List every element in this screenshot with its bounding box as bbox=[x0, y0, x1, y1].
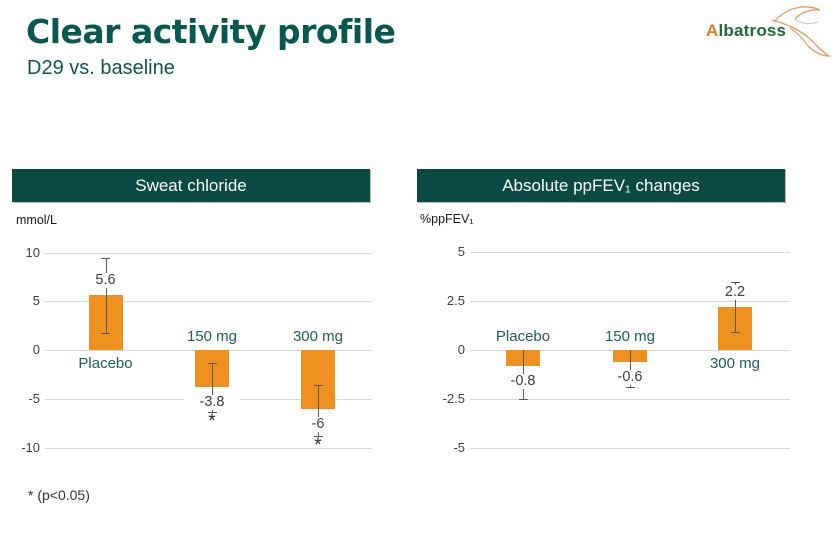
significance-asterisk: * bbox=[314, 434, 322, 456]
y-tick-label: -5 bbox=[453, 440, 465, 455]
error-bar-cap-bottom bbox=[518, 399, 528, 400]
y-tick-label: 5 bbox=[457, 244, 465, 259]
error-bar-cap-top bbox=[730, 282, 740, 284]
error-bar-cap-top bbox=[101, 258, 110, 260]
error-bar-cap-top bbox=[313, 385, 323, 387]
error-bar bbox=[318, 385, 319, 436]
y-tick-label: 2.5 bbox=[446, 293, 465, 308]
y-tick-label: -5 bbox=[28, 390, 40, 406]
error-bar-cap-top bbox=[207, 362, 217, 364]
chart-header-sweat-chloride: Sweat chloride bbox=[12, 169, 370, 202]
error-bar bbox=[212, 362, 213, 413]
y-tick-label: -10 bbox=[21, 439, 40, 455]
category-label: 300 mg bbox=[292, 328, 344, 345]
value-label: -6 bbox=[290, 416, 346, 432]
logo-wordmark: Albatross bbox=[706, 21, 786, 41]
gridline bbox=[45, 301, 372, 303]
y-tick-label: 0 bbox=[457, 342, 465, 357]
value-label: 5.6 bbox=[77, 273, 134, 289]
gridline bbox=[470, 399, 790, 400]
chart-sweat-chloride: 10 5 0 -5 -10 Placebo 5.6 150 mg -3.8 * 300 mg -6 * bbox=[12, 240, 392, 490]
slide-title: Clear activity profile bbox=[26, 12, 396, 51]
logo-accent-letter: A bbox=[706, 21, 719, 40]
category-label: 300 mg bbox=[709, 355, 761, 372]
significance-asterisk: * bbox=[208, 411, 216, 433]
gridline bbox=[45, 252, 372, 254]
error-bar-cap-bottom bbox=[730, 332, 740, 334]
gridline bbox=[470, 448, 790, 449]
category-label: Placebo bbox=[495, 328, 551, 345]
error-bar-cap-bottom bbox=[313, 435, 323, 437]
slide-subtitle: D29 vs. baseline bbox=[27, 57, 175, 79]
gridline bbox=[470, 301, 790, 302]
albatross-bird-icon bbox=[771, 6, 832, 57]
category-label: 150 mg bbox=[604, 328, 656, 345]
y-axis-unit-mmol: mmol/L bbox=[16, 213, 57, 227]
y-tick-label: -2.5 bbox=[442, 391, 465, 406]
chart-header-ppfev1-changes: Absolute ppFEV₁ changes bbox=[417, 169, 785, 202]
gridline bbox=[470, 252, 790, 253]
error-bar bbox=[630, 350, 631, 388]
company-logo: Albatross bbox=[695, 0, 834, 62]
y-tick-label: 5 bbox=[32, 293, 40, 309]
significance-footnote: * (p<0.05) bbox=[28, 487, 90, 503]
error-bar-cap-bottom bbox=[101, 333, 110, 335]
y-tick-label: 10 bbox=[25, 244, 40, 260]
error-bar-cap-bottom bbox=[207, 412, 217, 414]
value-label: 2.2 bbox=[707, 284, 763, 300]
chart-ppfev1: 5 2.5 0 -2.5 -5 Placebo -0.8 150 mg -0.6 300 mg 2.… bbox=[417, 240, 802, 490]
error-bar bbox=[105, 258, 107, 334]
y-axis-unit-ppfev1: %ppFEV₁ bbox=[420, 212, 474, 226]
category-label: Placebo bbox=[78, 355, 133, 372]
value-label: -0.6 bbox=[602, 369, 658, 385]
value-label: -3.8 bbox=[184, 395, 240, 411]
error-bar bbox=[735, 282, 736, 333]
category-label: 150 mg bbox=[186, 328, 238, 345]
logo-wordmark-rest: lbatross bbox=[718, 21, 787, 40]
y-tick-label: 0 bbox=[32, 342, 40, 357]
gridline bbox=[45, 447, 372, 449]
error-bar-cap-bottom bbox=[625, 387, 635, 389]
value-label: -0.8 bbox=[495, 373, 551, 389]
